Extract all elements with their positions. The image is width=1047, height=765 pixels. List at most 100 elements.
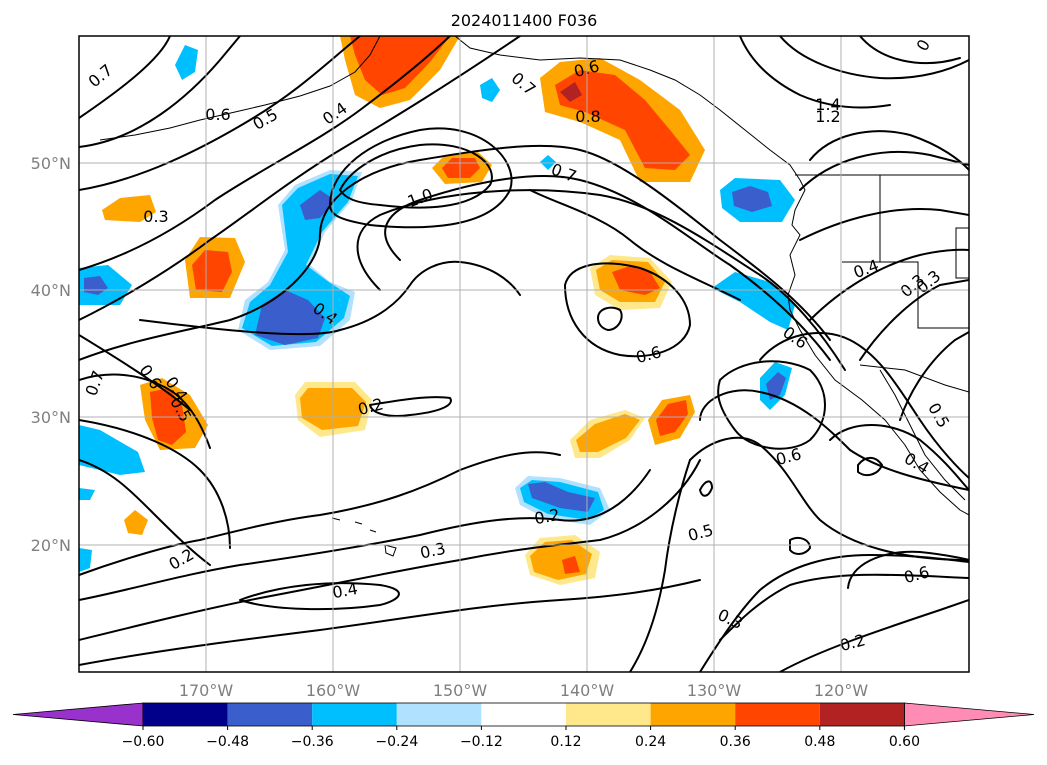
contour-line [79, 579, 701, 666]
shade-warm-subtropic-central-core [576, 414, 640, 452]
contour-label: 0.7 [508, 68, 540, 99]
lat-label: 20°N [31, 536, 71, 555]
contour-line [139, 260, 521, 336]
contour-line [79, 451, 561, 576]
contour-line [717, 360, 826, 450]
contour-label: 1.4 [815, 95, 840, 114]
graticule [79, 36, 969, 672]
colorbar-segment [481, 703, 566, 726]
contour-line [79, 36, 241, 148]
shade-warm-tropic-central-peak [562, 556, 580, 574]
contour-line [699, 389, 969, 491]
colorbar-segment [650, 703, 736, 726]
colorbar-outline [142, 702, 905, 727]
shade-warm-alaska-core [350, 36, 450, 95]
contour-line [759, 332, 969, 479]
contour-line [79, 459, 211, 566]
contour-line [79, 469, 651, 601]
contour-labels: 0.7 0.6 0.5 0.4 0.3 0.7 0.6 0.8 1.0 0.7 … [82, 36, 954, 655]
contour-label: 0.5 [249, 105, 281, 134]
contour-line [79, 459, 701, 641]
contour-line [79, 334, 191, 411]
map-plot-area: 0.7 0.6 0.5 0.4 0.3 0.7 0.6 0.8 1.0 0.7 … [79, 36, 969, 672]
shade-cold-north-central [480, 78, 500, 102]
lon-label: 140°W [560, 681, 615, 700]
shade-warm-subtropic-east-core [656, 400, 688, 436]
shade-warm-left [102, 195, 156, 222]
shade-cold-east-40 [712, 272, 795, 330]
contour-line [239, 582, 400, 611]
contour-label: 0.6 [902, 562, 932, 587]
contour-label: 0.4 [901, 449, 933, 478]
contour-label: 0 [912, 36, 934, 54]
shade-cold-far-west-20 [79, 548, 92, 572]
contour-line [739, 36, 891, 109]
contour-label: 0.7 [549, 160, 579, 187]
contour-label: 0.3 [418, 539, 447, 563]
colorbar-segment [566, 703, 651, 726]
colorbar-tick-label: −0.36 [291, 734, 334, 750]
contour-line [529, 189, 741, 301]
lon-label: 130°W [687, 681, 742, 700]
contour-line [79, 36, 361, 191]
lon-label: 160°W [306, 681, 361, 700]
coast-us-west [787, 294, 969, 516]
contour-line [356, 189, 846, 371]
shade-cold-central-22-core [528, 482, 595, 512]
contour-line [329, 127, 513, 229]
contour-line [719, 573, 969, 641]
shade-warm-tropic-west [124, 510, 148, 535]
colorbar-segment [143, 703, 228, 726]
contour-label: 0.6 [634, 342, 664, 367]
lon-label: 120°W [814, 681, 869, 700]
colorbar-segment [396, 703, 482, 726]
colorbar-tick-label: −0.24 [375, 734, 418, 750]
contour-line [79, 144, 831, 361]
contour-label: 0.3 [143, 207, 168, 226]
contour-line [79, 373, 211, 449]
latitude-axis-labels: 50°N 40°N 30°N 20°N [31, 154, 71, 555]
longitude-axis-labels: 170°W 160°W 150°W 140°W 130°W 120°W [179, 681, 869, 700]
shade-cold-west-lobe-core2 [300, 190, 335, 220]
contour-line [597, 306, 623, 331]
contour-label: 0.4 [331, 579, 359, 602]
contour-line [859, 279, 969, 361]
colorbar-extend-high [904, 702, 1035, 727]
contour-line [339, 143, 493, 209]
contour-line [847, 550, 969, 589]
contour-label: 1.2 [815, 107, 840, 126]
contour-line [79, 36, 451, 271]
shade-cold-far-west-30 [79, 425, 145, 475]
contour-line [799, 208, 969, 241]
colorbar-tick-label: 0.60 [889, 734, 920, 750]
coast-alaska-gulf [454, 36, 801, 181]
colorbar-segments [12, 702, 1035, 727]
contour-label: 0.2 [533, 505, 561, 528]
colorbar-segment [735, 703, 820, 726]
lon-label: 170°W [179, 681, 234, 700]
contour-label: 0.6 [205, 105, 230, 124]
contour-label: 0.8 [575, 107, 600, 126]
colorbar-tick-label: 0.36 [720, 734, 751, 750]
contour-lines [79, 36, 969, 672]
contour-line [779, 599, 969, 672]
contour-label: 0.7 [85, 60, 117, 91]
shade-cold-west-lobe-core [255, 290, 325, 345]
colorbar-extend-low [12, 702, 144, 727]
shade-cold-east-47-core [732, 186, 772, 212]
contour-line [789, 537, 811, 555]
contour-line [829, 424, 969, 491]
contour-line [809, 248, 969, 321]
shade-warm-gulf-alaska-peak [560, 82, 582, 102]
colorbar-tick-label: 0.12 [550, 734, 581, 750]
contour-line [859, 36, 961, 65]
coast-alaska-peninsula [99, 36, 381, 141]
shade-warm-west-core [192, 250, 232, 292]
map-frame [78, 35, 970, 673]
contour-label: 0.5 [686, 520, 716, 545]
contour-line [809, 130, 969, 171]
lat-label: 30°N [31, 408, 71, 427]
contour-label: 0.5 [924, 399, 953, 431]
contour-line [369, 396, 452, 417]
contour-label: 0.2 [838, 630, 868, 655]
